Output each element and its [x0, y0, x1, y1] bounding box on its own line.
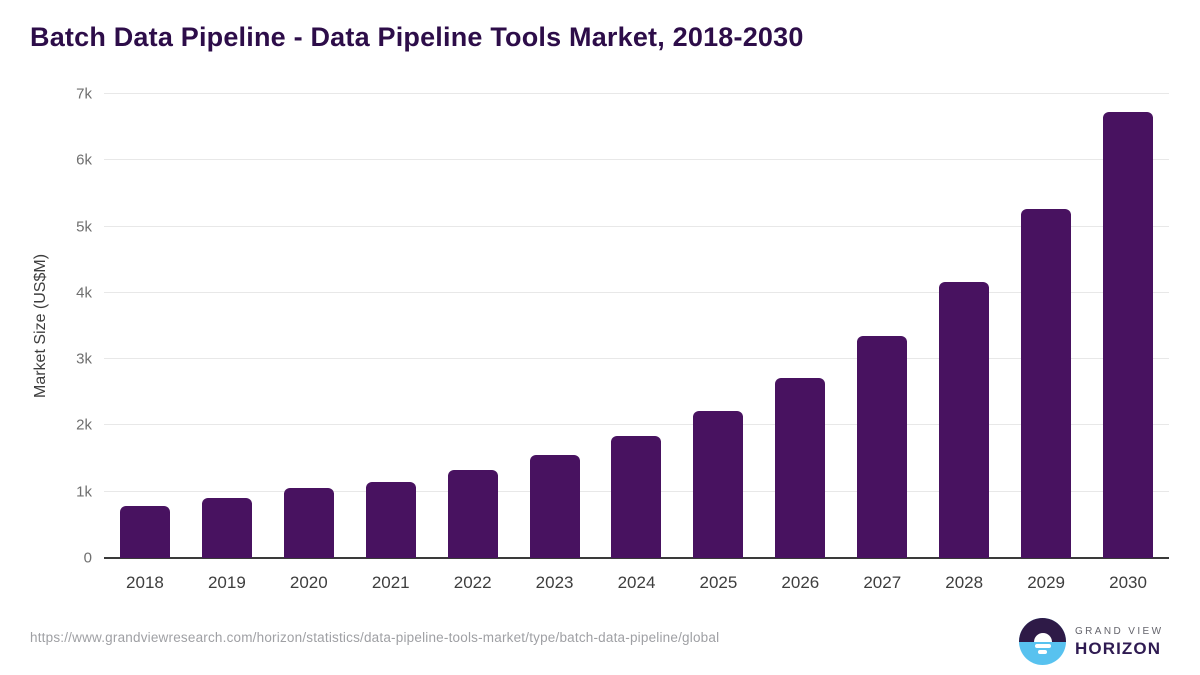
gridline	[104, 424, 1169, 426]
bar-2024[interactable]	[611, 436, 662, 558]
x-tick-label: 2018	[126, 573, 164, 592]
logo-grand-view-label: GRAND VIEW	[1075, 626, 1164, 637]
bar-2020[interactable]	[283, 487, 334, 558]
y-tick-label: 2k	[76, 416, 92, 434]
gridline	[104, 159, 1169, 161]
bar-2026[interactable]	[775, 378, 826, 558]
x-axis-baseline	[104, 557, 1169, 559]
x-tick-label: 2021	[371, 573, 410, 592]
x-tick-label: 2024	[617, 573, 656, 592]
x-tick-label: 2027	[863, 573, 902, 592]
bar-2028[interactable]	[939, 281, 990, 558]
bar-slot	[432, 94, 514, 558]
x-tick-label: 2019	[207, 573, 246, 592]
x-tick-label: 2020	[289, 573, 328, 592]
bar-slot	[1005, 94, 1087, 558]
bar-slot	[759, 94, 841, 558]
bar-2027[interactable]	[857, 335, 908, 558]
bar-slot	[514, 94, 596, 558]
bar-2023[interactable]	[529, 455, 580, 558]
bar-slot	[268, 94, 350, 558]
x-tick-label: 2026	[781, 573, 820, 592]
bar-slot	[350, 94, 432, 558]
bar-slot	[841, 94, 923, 558]
y-tick-label: 3k	[76, 350, 92, 368]
bar-slot	[923, 94, 1005, 558]
gridline	[104, 225, 1169, 227]
y-tick-label: 6k	[76, 151, 92, 169]
x-tick-label: 2023	[535, 573, 574, 592]
bar-2018[interactable]	[119, 505, 170, 558]
chart-title: Batch Data Pipeline - Data Pipeline Tool…	[30, 22, 804, 52]
logo-horizon-label: HORIZON	[1075, 639, 1162, 658]
y-axis-ticks: 0 1k 2k 3k 4k 5k 6k 7k	[20, 87, 92, 566]
bar-2022[interactable]	[447, 469, 498, 558]
x-tick-label: 2022	[453, 573, 492, 592]
y-tick-label: 5k	[76, 218, 92, 236]
bar-slot	[596, 94, 678, 558]
gridline	[104, 358, 1169, 360]
bars	[104, 94, 1169, 558]
bar-2019[interactable]	[201, 497, 252, 558]
y-tick-label: 0	[83, 549, 92, 567]
x-tick-label: 2028	[945, 573, 984, 592]
y-tick-label: 1k	[76, 483, 92, 501]
bar-slot	[104, 94, 186, 558]
x-tick-label: 2029	[1027, 573, 1066, 592]
bar-2030[interactable]	[1103, 111, 1154, 558]
source-url: https://www.grandviewresearch.com/horizo…	[30, 630, 720, 645]
grand-view-horizon-logo: GRAND VIEW HORIZON	[1019, 618, 1163, 665]
plot-area	[104, 93, 1169, 559]
logo-text: GRAND VIEW HORIZON	[1075, 624, 1163, 659]
bar-slot	[677, 94, 759, 558]
bar-slot	[186, 94, 268, 558]
horizon-sun-icon	[1019, 618, 1066, 665]
logo-sky-half	[1019, 618, 1066, 642]
x-tick-label: 2030	[1109, 573, 1147, 592]
gridline	[104, 93, 1169, 94]
bar-2025[interactable]	[693, 410, 744, 558]
logo-sun	[1033, 632, 1052, 642]
x-tick-label: 2025	[699, 573, 738, 592]
bar-2021[interactable]	[365, 482, 416, 558]
logo-reflection-bar-1	[1034, 644, 1051, 648]
y-tick-label: 4k	[76, 284, 92, 302]
x-axis-labels: 2018 2019 2020 2021 2022 2023 2024 2025 2026 2027…	[104, 570, 1169, 596]
y-tick-label: 7k	[76, 85, 92, 103]
bar-slot	[1087, 94, 1169, 558]
logo-reflection-bar-2	[1038, 650, 1047, 654]
bar-2029[interactable]	[1021, 209, 1072, 558]
gridline	[104, 291, 1169, 293]
